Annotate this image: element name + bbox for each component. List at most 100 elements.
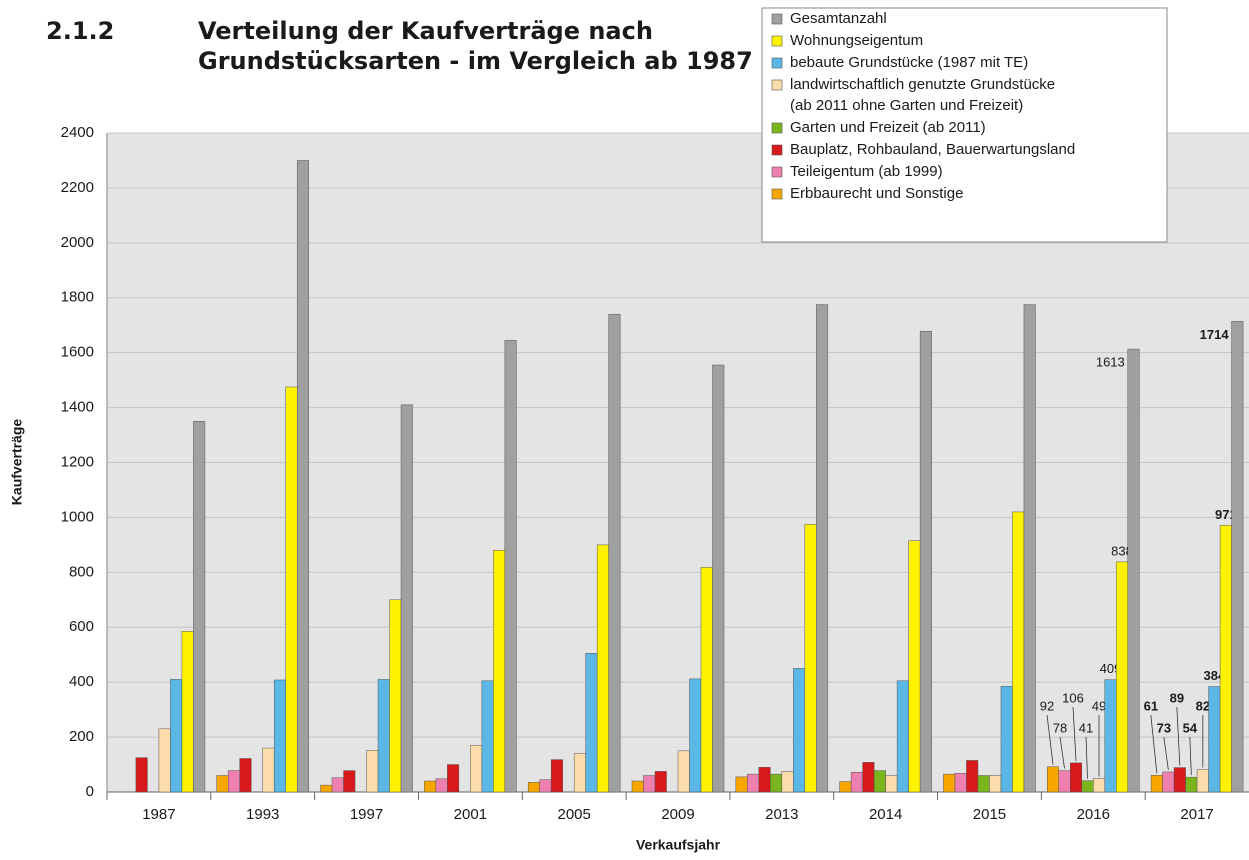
bar [758, 767, 771, 793]
bar [170, 679, 183, 793]
legend-label: bebaute Grundstücke (1987 mit TE) [790, 54, 1028, 71]
value-label: 54 [1183, 720, 1198, 735]
y-tick-label: 1600 [61, 344, 94, 361]
legend-label: Erbbaurecht und Sonstige [790, 185, 963, 202]
bar [1127, 348, 1140, 793]
bar [135, 757, 148, 793]
leader-line [1059, 736, 1065, 769]
bar [389, 599, 402, 793]
legend-label: Gesamtanzahl [790, 10, 887, 27]
y-tick-label: 2400 [61, 124, 94, 141]
bar [654, 771, 667, 793]
bar [677, 750, 690, 793]
bar [943, 773, 956, 793]
bar [1219, 525, 1232, 793]
bar [712, 364, 725, 793]
bar [689, 678, 702, 793]
value-label: 1714 [1200, 327, 1230, 342]
bar [643, 775, 656, 793]
bar [447, 764, 460, 793]
y-tick-label: 1400 [61, 399, 94, 416]
leader-line [1176, 706, 1181, 766]
y-tick-label: 800 [69, 563, 94, 580]
x-tick-label: 1997 [350, 806, 383, 823]
bar [862, 762, 875, 793]
bar [839, 781, 852, 793]
bar [239, 758, 252, 793]
y-tick-label: 600 [69, 618, 94, 635]
bar [816, 304, 829, 793]
bar [470, 745, 483, 793]
value-label: 1613 [1096, 355, 1125, 370]
leader-line [1150, 714, 1158, 774]
bar [158, 728, 171, 793]
bar [977, 775, 990, 793]
leader-line [1163, 736, 1169, 771]
legend-label: Teileigentum (ab 1999) [790, 163, 943, 180]
bar [262, 747, 275, 793]
bar [919, 330, 932, 793]
x-tick-label: 2001 [454, 806, 487, 823]
bar [481, 680, 494, 793]
x-tick-label: 2009 [661, 806, 694, 823]
bar [296, 160, 309, 793]
bar [550, 759, 563, 793]
bar [377, 679, 390, 793]
bar [1208, 686, 1221, 793]
bar [493, 550, 506, 793]
leader-line [1189, 736, 1192, 776]
legend-swatch [771, 188, 783, 200]
bar [527, 782, 540, 793]
y-tick-label: 2000 [61, 234, 94, 251]
y-axis-title: Kaufverträge [9, 419, 25, 506]
x-tick-label: 2013 [765, 806, 798, 823]
value-label: 61 [1144, 698, 1158, 713]
bar [1012, 511, 1025, 793]
bar [273, 679, 286, 793]
bar [320, 784, 333, 793]
bar [770, 773, 783, 793]
leader-line [1046, 714, 1054, 765]
x-tick-label: 2016 [1077, 806, 1110, 823]
x-tick-label: 2015 [973, 806, 1006, 823]
bar [181, 631, 194, 793]
value-label: 92 [1040, 698, 1054, 713]
x-tick-label: 1987 [142, 806, 175, 823]
bar [1116, 561, 1129, 793]
bar [1093, 778, 1106, 793]
section-number: 2.1.2 [46, 17, 114, 45]
legend-label: Wohnungseigentum [790, 32, 923, 49]
bar [1104, 679, 1117, 793]
bar [504, 340, 517, 793]
leader-line [1072, 706, 1077, 761]
bar [1150, 775, 1163, 793]
bar [331, 777, 344, 793]
value-label: 82 [1196, 698, 1210, 713]
legend-swatch [771, 35, 783, 47]
legend-label: Bauplatz, Rohbauland, Bauerwartungsland [790, 141, 1075, 158]
legend-swatch [771, 122, 783, 134]
bar [400, 404, 413, 793]
y-tick-label: 200 [69, 728, 94, 745]
y-tick-label: 0 [86, 783, 94, 800]
x-tick-label: 1993 [246, 806, 279, 823]
bar [781, 771, 794, 793]
legend: Gesamtanzahl Wohnungseigentum bebaute Grun… [761, 7, 1168, 243]
bar [285, 386, 298, 793]
legend-swatch [771, 13, 783, 25]
bar [793, 668, 806, 793]
bar [804, 524, 817, 793]
value-label: 89 [1170, 690, 1184, 705]
bar [608, 313, 621, 793]
legend-swatch [771, 144, 783, 156]
bar [873, 770, 886, 793]
x-tick-label: 2014 [869, 806, 902, 823]
bar [1162, 771, 1175, 793]
x-axis-title: Verkaufsjahr [636, 837, 721, 853]
leader-line [1085, 736, 1088, 779]
bar [631, 780, 644, 793]
y-tick-label: 2200 [61, 179, 94, 196]
chart-title: Verteilung der Kaufverträge nach [198, 17, 653, 45]
bar [885, 775, 898, 793]
